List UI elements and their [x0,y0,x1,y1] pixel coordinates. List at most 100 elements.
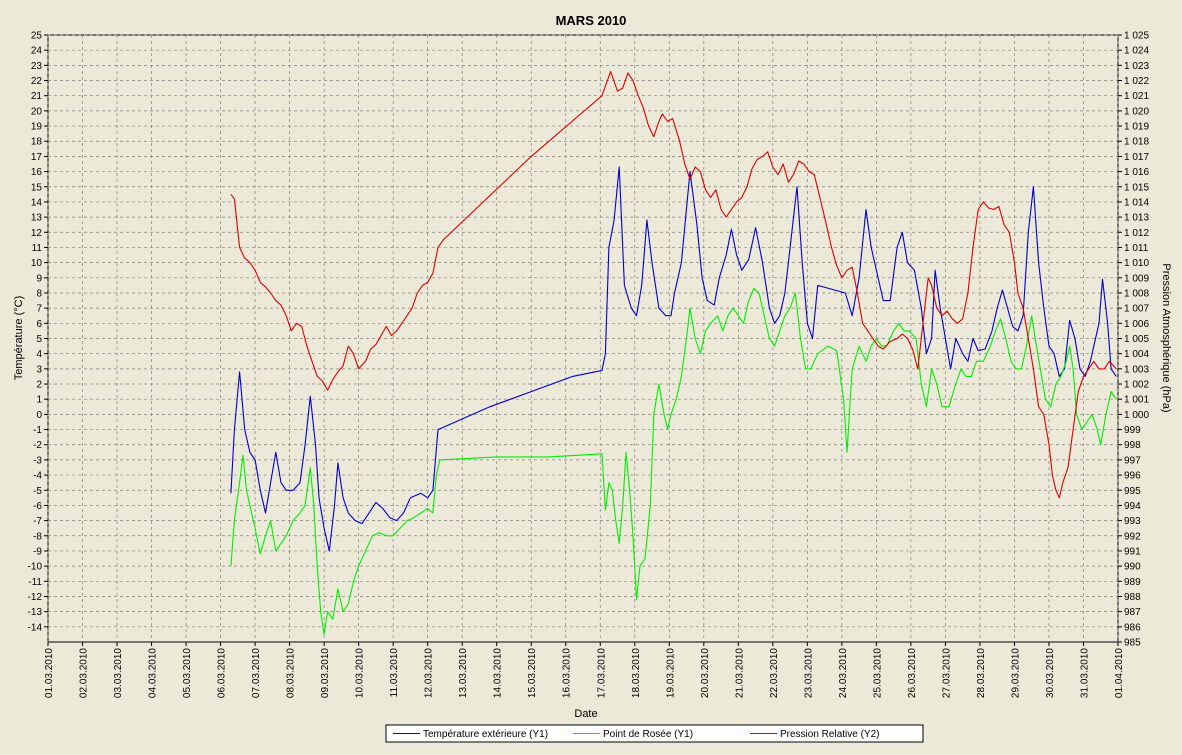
y2-axis-label: Pression Atmosphérique (hPa) [1160,263,1172,412]
y2-tick-label: 1 005 [1124,334,1149,345]
y2-tick-label: 1 015 [1124,182,1149,193]
legend-label-pressure: Pression Relative (Y2) [780,729,879,740]
y2-tick-label: 987 [1124,607,1141,618]
x-tick-label: 20.03.2010 [700,648,711,698]
y2-axis-ticks: 1 025 1 024 1 023 1 022 1 021 1 020 1 019 1 018… [1118,31,1149,649]
y2-tick-label: 1 023 [1124,61,1149,72]
y1-tick-label: 21 [31,91,43,102]
legend: Température extérieure (Y1) Point de Ros… [385,724,924,743]
y2-tick-label: 1 000 [1124,410,1149,421]
y1-tick-label: -3 [33,455,42,466]
temperature-line [230,166,1117,552]
x-tick-label: 03.03.2010 [113,648,124,698]
x-tick-label: 11.03.2010 [389,648,400,698]
y2-tick-label: 1 020 [1124,106,1149,117]
legend-box [385,724,924,743]
y1-tick-label: 15 [31,182,43,193]
grid [47,34,1119,642]
y1-tick-label: 12 [31,228,43,239]
y1-tick-label: -2 [33,440,42,451]
y2-tick-label: 1 017 [1124,152,1149,163]
y1-tick-label: 14 [31,197,43,208]
y1-tick-label: -10 [28,562,43,573]
y1-tick-label: 17 [31,152,43,163]
y2-tick-label: 1 016 [1124,167,1149,178]
y2-tick-label: 989 [1124,577,1141,588]
y1-tick-label: 3 [36,364,42,375]
pressure-line [230,70,1117,499]
series-lines [230,70,1117,635]
y2-tick-label: 991 [1124,546,1141,557]
y2-tick-label: 1 002 [1124,380,1149,391]
x-tick-label: 22.03.2010 [769,648,780,698]
x-tick-label: 31.03.2010 [1079,648,1090,698]
y2-tick-label: 1 010 [1124,258,1149,269]
y1-tick-label: 0 [36,410,42,421]
y2-tick-label: 1 014 [1124,197,1149,208]
dewpoint-line [230,287,1117,635]
y1-tick-label: 13 [31,213,43,224]
y2-tick-label: 1 018 [1124,137,1149,148]
y1-tick-label: -13 [28,607,43,618]
y2-tick-label: 1 025 [1124,31,1149,42]
y2-tick-label: 1 019 [1124,122,1149,133]
y1-tick-label: 22 [31,76,43,87]
y2-tick-label: 988 [1124,592,1141,603]
y2-tick-label: 1 001 [1124,395,1149,406]
x-tick-label: 06.03.2010 [217,648,228,698]
x-tick-label: 13.03.2010 [458,648,469,698]
y1-tick-label: 2 [36,380,42,391]
y2-tick-label: 1 003 [1124,364,1149,375]
y1-tick-label: -5 [33,486,42,497]
y2-tick-label: 1 009 [1124,273,1149,284]
x-tick-label: 12.03.2010 [424,648,435,698]
y1-tick-label: -1 [33,425,42,436]
y1-tick-label: 19 [31,122,43,133]
x-tick-label: 21.03.2010 [734,648,745,698]
x-tick-label: 30.03.2010 [1045,648,1056,698]
x-tick-label: 10.03.2010 [355,648,366,698]
y2-tick-label: 1 021 [1124,91,1149,102]
x-tick-label: 24.03.2010 [838,648,849,698]
x-tick-label: 01.03.2010 [44,648,55,698]
y2-tick-label: 1 022 [1124,76,1149,87]
y2-tick-label: 996 [1124,471,1141,482]
y2-tick-label: 985 [1124,638,1141,649]
y2-tick-label: 1 006 [1124,319,1149,330]
y1-tick-label: -7 [33,516,42,527]
y1-tick-label: -6 [33,501,42,512]
x-tick-label: 14.03.2010 [493,648,504,698]
x-tick-label: 28.03.2010 [976,648,987,698]
legend-label-temperature: Température extérieure (Y1) [423,729,548,740]
y2-tick-label: 995 [1124,486,1141,497]
y1-tick-label: 23 [31,61,43,72]
x-tick-label: 27.03.2010 [941,648,952,698]
chart-title: MARS 2010 [556,13,627,28]
x-tick-label: 15.03.2010 [527,648,538,698]
y2-tick-label: 1 004 [1124,349,1149,360]
y2-tick-label: 1 012 [1124,228,1149,239]
x-tick-label: 16.03.2010 [562,648,573,698]
y2-tick-label: 997 [1124,455,1141,466]
x-axis-label: Date [574,708,597,720]
y2-tick-label: 990 [1124,562,1141,573]
x-tick-label: 25.03.2010 [872,648,883,698]
x-tick-label: 08.03.2010 [286,648,297,698]
y1-tick-label: 24 [31,46,43,57]
y2-tick-label: 998 [1124,440,1141,451]
x-tick-label: 17.03.2010 [596,648,607,698]
x-tick-label: 23.03.2010 [803,648,814,698]
y2-tick-label: 1 008 [1124,288,1149,299]
y1-tick-label: -14 [28,622,43,633]
y1-tick-label: 25 [31,31,43,42]
y2-tick-label: 1 024 [1124,46,1149,57]
y1-tick-label: 11 [32,243,43,254]
legend-label-dewpoint: Point de Rosée (Y1) [603,729,693,740]
y1-axis-ticks: 2524232221201918171615141312111098765432… [28,31,48,633]
y2-tick-label: 994 [1124,501,1141,512]
x-tick-label: 01.04.2010 [1114,648,1125,698]
x-tick-label: 02.03.2010 [79,648,90,698]
y1-tick-label: -4 [33,471,42,482]
